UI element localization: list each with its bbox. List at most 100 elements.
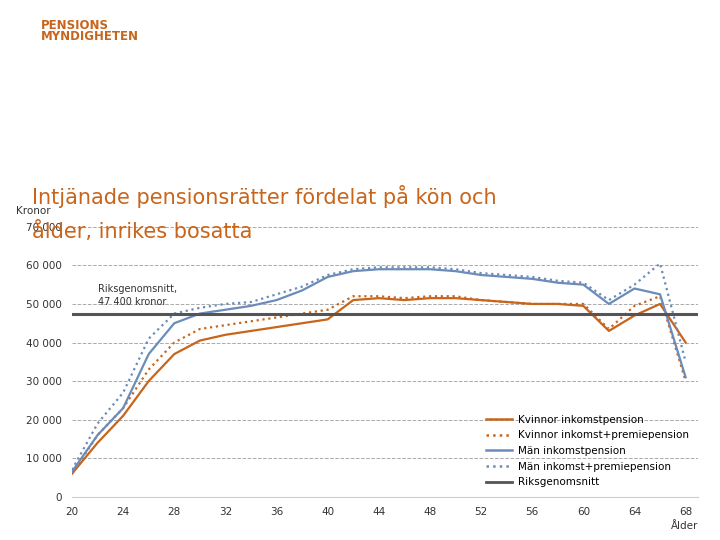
Legend: Kvinnor inkomstpension, Kvinnor inkomst+premiepension, Män inkomstpension, Män i: Kvinnor inkomstpension, Kvinnor inkomst+… (482, 410, 693, 491)
Män inkomst+premiepension (630, 281, 639, 288)
Män inkomstpension (426, 266, 434, 273)
Kvinnor inkomstpension (503, 299, 511, 305)
Kvinnor inkomst+premiepension (374, 293, 383, 300)
Män inkomstpension (681, 374, 690, 381)
Kvinnor inkomstpension (528, 301, 536, 307)
Män inkomstpension (298, 287, 307, 294)
Män inkomstpension (349, 268, 358, 274)
Kvinnor inkomstpension (94, 440, 102, 446)
Kvinnor inkomstpension (451, 295, 460, 301)
Män inkomstpension (119, 405, 127, 411)
Text: Riksgenomsnitt,
47 400 kronor: Riksgenomsnitt, 47 400 kronor (98, 284, 176, 307)
Line: Kvinnor inkomst+premiepension: Kvinnor inkomst+premiepension (72, 296, 685, 474)
Kvinnor inkomstpension (68, 470, 76, 477)
Kvinnor inkomst+premiepension (503, 299, 511, 305)
Line: Män inkomst+premiepension: Män inkomst+premiepension (72, 264, 685, 470)
Kvinnor inkomst+premiepension (426, 293, 434, 300)
Män inkomst+premiepension (323, 272, 332, 278)
Kvinnor inkomst+premiepension (196, 326, 204, 332)
Kvinnor inkomstpension (426, 295, 434, 301)
Kvinnor inkomst+premiepension (477, 297, 485, 303)
Kvinnor inkomst+premiepension (630, 302, 639, 309)
Kvinnor inkomst+premiepension (272, 314, 281, 321)
Kvinnor inkomst+premiepension (170, 339, 179, 346)
Män inkomstpension (605, 301, 613, 307)
Män inkomstpension (656, 291, 665, 298)
Kvinnor inkomstpension (119, 413, 127, 419)
Kvinnor inkomstpension (554, 301, 562, 307)
Män inkomst+premiepension (681, 359, 690, 365)
Kvinnor inkomstpension (477, 297, 485, 303)
Kvinnor inkomst+premiepension (221, 322, 230, 328)
Kvinnor inkomst+premiepension (579, 301, 588, 307)
Kvinnor inkomst+premiepension (119, 405, 127, 411)
Kvinnor inkomstpension (579, 302, 588, 309)
Män inkomstpension (94, 432, 102, 438)
Kvinnor inkomst+premiepension (528, 301, 536, 307)
Män inkomstpension (554, 280, 562, 286)
Män inkomstpension (272, 297, 281, 303)
Män inkomstpension (170, 320, 179, 327)
Män inkomst+premiepension (145, 335, 153, 342)
Män inkomst+premiepension (503, 272, 511, 278)
Män inkomstpension (374, 266, 383, 273)
Män inkomst+premiepension (68, 467, 76, 473)
Kvinnor inkomstpension (196, 338, 204, 344)
Kvinnor inkomstpension (630, 312, 639, 319)
Män inkomstpension (196, 310, 204, 317)
Kvinnor inkomstpension (605, 328, 613, 334)
Kvinnor inkomst+premiepension (451, 293, 460, 300)
Kvinnor inkomstpension (170, 351, 179, 357)
Män inkomstpension (528, 275, 536, 282)
Line: Män inkomstpension: Män inkomstpension (72, 269, 685, 472)
Kvinnor inkomst+premiepension (94, 432, 102, 438)
Män inkomst+premiepension (400, 264, 409, 271)
Män inkomst+premiepension (119, 389, 127, 396)
Män inkomst+premiepension (94, 420, 102, 427)
Män inkomst+premiepension (477, 270, 485, 276)
Män inkomst+premiepension (170, 310, 179, 317)
Män inkomst+premiepension (554, 278, 562, 284)
Kvinnor inkomst+premiepension (247, 318, 256, 325)
Män inkomstpension (221, 307, 230, 313)
Text: Ålder: Ålder (671, 521, 698, 531)
Kvinnor inkomst+premiepension (349, 293, 358, 300)
Kvinnor inkomst+premiepension (298, 310, 307, 317)
Kvinnor inkomst+premiepension (656, 293, 665, 300)
Kvinnor inkomst+premiepension (68, 470, 76, 477)
Text: PENSIONS: PENSIONS (41, 19, 109, 32)
Kvinnor inkomst+premiepension (605, 326, 613, 332)
Män inkomst+premiepension (656, 260, 665, 267)
Män inkomst+premiepension (605, 297, 613, 303)
Män inkomstpension (400, 266, 409, 273)
Kvinnor inkomst+premiepension (681, 378, 690, 384)
Kvinnor inkomst+premiepension (145, 366, 153, 373)
Män inkomstpension (247, 302, 256, 309)
Kvinnor inkomst+premiepension (400, 295, 409, 301)
Text: Kronor: Kronor (16, 206, 50, 216)
Kvinnor inkomstpension (221, 332, 230, 338)
Kvinnor inkomstpension (145, 378, 153, 384)
Kvinnor inkomstpension (272, 324, 281, 330)
Män inkomstpension (68, 469, 76, 475)
Kvinnor inkomstpension (681, 339, 690, 346)
Män inkomstpension (323, 274, 332, 280)
Män inkomstpension (503, 274, 511, 280)
Kvinnor inkomstpension (374, 295, 383, 301)
Text: Intjänade pensionsrätter fördelat på kön och: Intjänade pensionsrätter fördelat på kön… (32, 185, 497, 208)
Män inkomst+premiepension (528, 274, 536, 280)
Kvinnor inkomstpension (656, 301, 665, 307)
Text: ålder, inrikes bosatta: ålder, inrikes bosatta (32, 221, 253, 242)
Män inkomst+premiepension (221, 301, 230, 307)
Text: MYNDIGHETEN: MYNDIGHETEN (41, 30, 139, 43)
Män inkomstpension (630, 285, 639, 292)
Kvinnor inkomst+premiepension (323, 307, 332, 313)
Män inkomstpension (477, 272, 485, 278)
Män inkomst+premiepension (349, 266, 358, 273)
Män inkomst+premiepension (426, 264, 434, 271)
Kvinnor inkomstpension (298, 320, 307, 327)
Kvinnor inkomstpension (323, 316, 332, 322)
Kvinnor inkomstpension (349, 297, 358, 303)
Män inkomst+premiepension (451, 266, 460, 273)
Män inkomst+premiepension (272, 291, 281, 298)
